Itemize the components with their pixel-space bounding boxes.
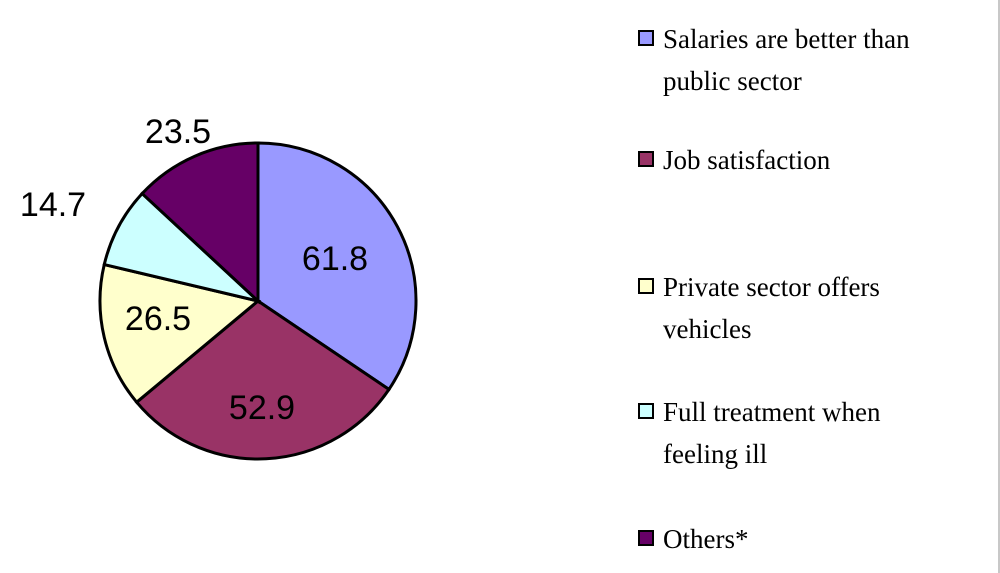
pie-slice-vehicles bbox=[98, 262, 262, 405]
pie-slice-salaries bbox=[256, 141, 418, 392]
pie-label-job-satisfaction: 52.9 bbox=[229, 389, 295, 427]
pie-label-vehicles: 26.5 bbox=[125, 300, 191, 338]
chart-legend: Salaries are better than public sector J… bbox=[630, 0, 990, 573]
pie-slice-job-satisfaction bbox=[134, 299, 392, 461]
legend-label-others: Others* bbox=[663, 524, 749, 554]
legend-label-treatment: Full treatment when feeling ill bbox=[663, 397, 881, 469]
legend-swatch-job-satisfaction bbox=[638, 151, 654, 167]
legend-label-salaries: Salaries are better than public sector bbox=[663, 24, 910, 96]
pie-slice-others bbox=[140, 141, 260, 305]
pie-label-treatment: 14.7 bbox=[20, 186, 86, 224]
pie-label-others: 23.5 bbox=[145, 113, 211, 151]
legend-label-job-satisfaction: Job satisfaction bbox=[663, 145, 831, 175]
pie-label-salaries: 61.8 bbox=[302, 240, 368, 278]
legend-swatch-salaries bbox=[638, 30, 654, 46]
legend-swatch-treatment bbox=[638, 403, 654, 419]
legend-label-vehicles: Private sector offers vehicles bbox=[663, 272, 880, 344]
legend-swatch-vehicles bbox=[638, 278, 654, 294]
legend-swatch-others bbox=[638, 530, 654, 546]
pie-chart-svg: 61.8 52.9 26.5 14.7 23.5 bbox=[20, 113, 418, 461]
right-edge-divider bbox=[998, 0, 1000, 573]
